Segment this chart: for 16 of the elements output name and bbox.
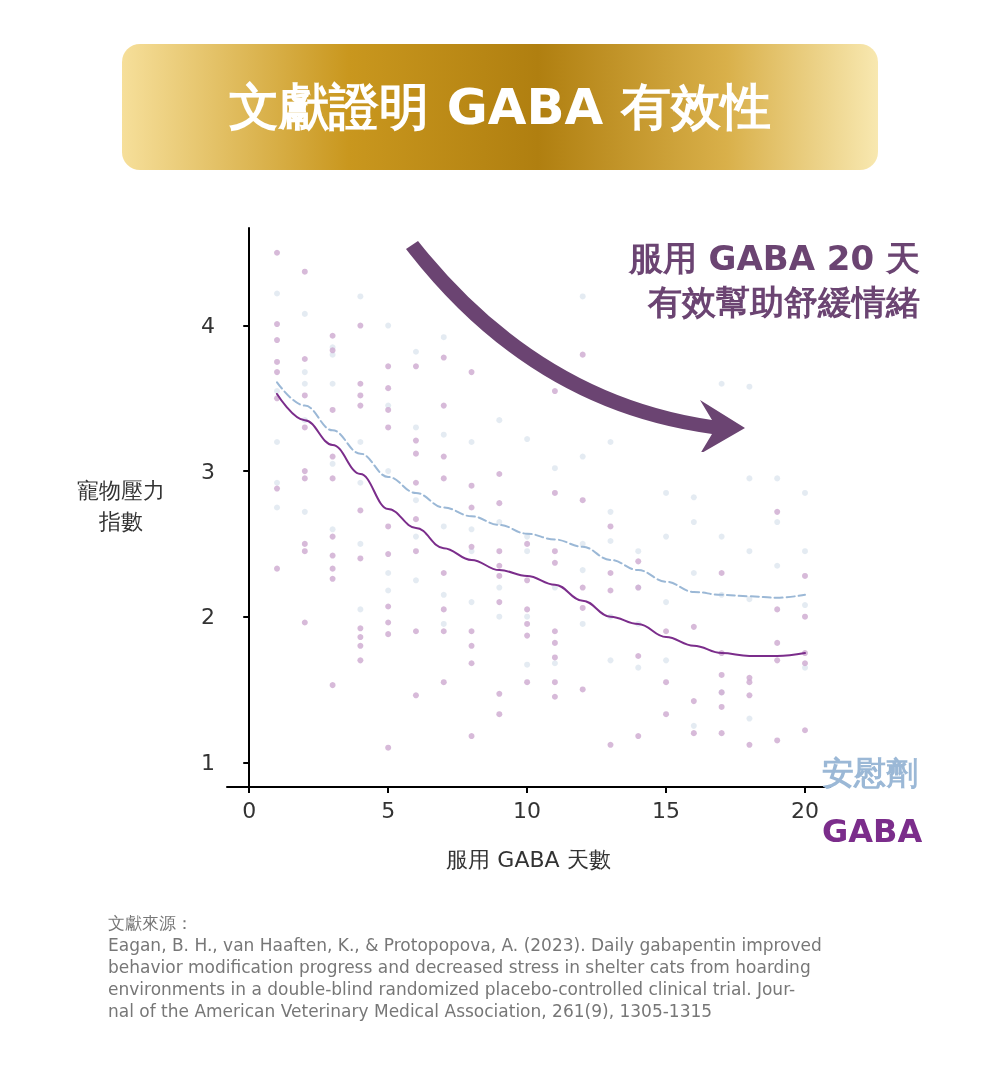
y-tick-label: 4 [201,313,215,339]
text: 文獻來源： Eagan, B. H., van Haaften, K., & Protopopova, A. (2023). Daily gabapentin improved behavior modification progress and decreased stress in shelter cats from hoarding environments in a double-blind randomized placebo-controlled clinical trial. Jour- nal of the American Veterinary Medical Association, 261(9), 1305-1315 [108,912,822,1023]
x-axis-title: 服用 GABA 天數 [446,847,611,872]
x-tick-label: 0 [242,797,257,823]
x-tick-label: 5 [381,797,396,823]
text: GABA [822,812,923,850]
x-tick-label: 20 [790,797,819,823]
y-tick-label: 1 [201,749,215,775]
x-tick-label: 15 [652,797,681,823]
y-tick-label: 3 [201,458,215,484]
y-tick-label: 2 [201,604,215,630]
y-axis-title: 寵物壓力指數 [76,477,166,536]
annotation: 服用 GABA 20 天有效幫助舒緩情緒 [627,237,920,325]
text: 安慰劑 [822,753,918,794]
x-tick-label: 10 [513,797,542,823]
chart-title: 文獻證明 GABA 有效性 [229,76,771,138]
